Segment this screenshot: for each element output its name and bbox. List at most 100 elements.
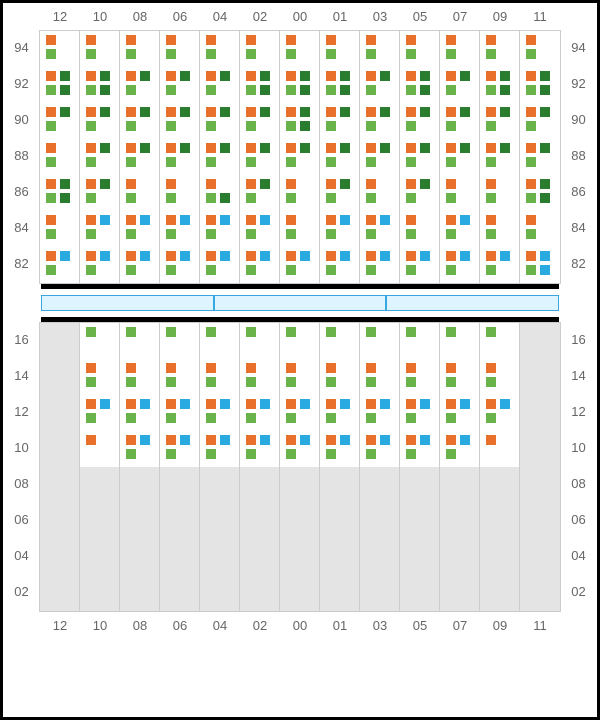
- grid-cell[interactable]: [80, 323, 120, 359]
- grid-cell[interactable]: [240, 503, 280, 539]
- grid-cell[interactable]: [480, 503, 520, 539]
- grid-cell[interactable]: [120, 103, 160, 139]
- grid-cell[interactable]: [440, 323, 480, 359]
- grid-cell[interactable]: [280, 31, 320, 67]
- grid-cell[interactable]: [200, 139, 240, 175]
- grid-cell[interactable]: [160, 139, 200, 175]
- grid-cell[interactable]: [480, 247, 520, 283]
- grid-cell[interactable]: [40, 31, 80, 67]
- grid-cell[interactable]: [360, 67, 400, 103]
- grid-cell[interactable]: [440, 503, 480, 539]
- grid-cell[interactable]: [80, 503, 120, 539]
- grid-cell[interactable]: [360, 431, 400, 467]
- grid-cell[interactable]: [480, 539, 520, 575]
- grid-cell[interactable]: [200, 31, 240, 67]
- grid-cell[interactable]: [480, 431, 520, 467]
- grid-cell[interactable]: [120, 575, 160, 611]
- grid-cell[interactable]: [280, 431, 320, 467]
- grid-cell[interactable]: [120, 211, 160, 247]
- middle-segment[interactable]: [41, 295, 214, 311]
- grid-cell[interactable]: [40, 503, 80, 539]
- grid-cell[interactable]: [80, 31, 120, 67]
- grid-cell[interactable]: [480, 31, 520, 67]
- grid-cell[interactable]: [320, 539, 360, 575]
- grid-cell[interactable]: [120, 395, 160, 431]
- grid-cell[interactable]: [80, 467, 120, 503]
- grid-cell[interactable]: [280, 139, 320, 175]
- grid-cell[interactable]: [240, 323, 280, 359]
- grid-cell[interactable]: [280, 211, 320, 247]
- grid-cell[interactable]: [480, 211, 520, 247]
- grid-cell[interactable]: [120, 139, 160, 175]
- grid-cell[interactable]: [400, 359, 440, 395]
- grid-cell[interactable]: [320, 503, 360, 539]
- grid-cell[interactable]: [40, 575, 80, 611]
- grid-cell[interactable]: [360, 323, 400, 359]
- grid-cell[interactable]: [200, 175, 240, 211]
- grid-cell[interactable]: [240, 211, 280, 247]
- grid-cell[interactable]: [160, 175, 200, 211]
- grid-cell[interactable]: [360, 503, 400, 539]
- grid-cell[interactable]: [80, 67, 120, 103]
- grid-cell[interactable]: [200, 103, 240, 139]
- grid-cell[interactable]: [120, 431, 160, 467]
- grid-cell[interactable]: [320, 467, 360, 503]
- grid-cell[interactable]: [160, 431, 200, 467]
- grid-cell[interactable]: [520, 175, 560, 211]
- grid-cell[interactable]: [360, 139, 400, 175]
- grid-cell[interactable]: [80, 575, 120, 611]
- grid-cell[interactable]: [240, 467, 280, 503]
- grid-cell[interactable]: [400, 31, 440, 67]
- grid-cell[interactable]: [520, 431, 560, 467]
- grid-cell[interactable]: [40, 139, 80, 175]
- grid-cell[interactable]: [280, 247, 320, 283]
- grid-cell[interactable]: [40, 467, 80, 503]
- grid-cell[interactable]: [240, 31, 280, 67]
- grid-cell[interactable]: [240, 67, 280, 103]
- grid-cell[interactable]: [320, 31, 360, 67]
- grid-cell[interactable]: [160, 503, 200, 539]
- grid-cell[interactable]: [400, 211, 440, 247]
- grid-cell[interactable]: [240, 103, 280, 139]
- grid-cell[interactable]: [400, 539, 440, 575]
- grid-cell[interactable]: [80, 211, 120, 247]
- grid-cell[interactable]: [40, 323, 80, 359]
- grid-cell[interactable]: [360, 31, 400, 67]
- grid-cell[interactable]: [240, 139, 280, 175]
- grid-cell[interactable]: [200, 359, 240, 395]
- grid-cell[interactable]: [480, 467, 520, 503]
- grid-cell[interactable]: [160, 103, 200, 139]
- grid-cell[interactable]: [320, 211, 360, 247]
- grid-cell[interactable]: [80, 175, 120, 211]
- grid-cell[interactable]: [240, 359, 280, 395]
- middle-segment[interactable]: [214, 295, 387, 311]
- grid-cell[interactable]: [240, 247, 280, 283]
- grid-cell[interactable]: [440, 175, 480, 211]
- grid-cell[interactable]: [360, 103, 400, 139]
- grid-cell[interactable]: [480, 575, 520, 611]
- grid-cell[interactable]: [280, 395, 320, 431]
- grid-cell[interactable]: [320, 575, 360, 611]
- grid-cell[interactable]: [440, 247, 480, 283]
- grid-cell[interactable]: [520, 503, 560, 539]
- grid-cell[interactable]: [80, 139, 120, 175]
- grid-cell[interactable]: [80, 395, 120, 431]
- grid-cell[interactable]: [480, 67, 520, 103]
- grid-cell[interactable]: [360, 359, 400, 395]
- grid-cell[interactable]: [40, 539, 80, 575]
- grid-cell[interactable]: [520, 395, 560, 431]
- grid-cell[interactable]: [440, 103, 480, 139]
- grid-cell[interactable]: [40, 175, 80, 211]
- grid-cell[interactable]: [160, 67, 200, 103]
- grid-cell[interactable]: [520, 539, 560, 575]
- grid-cell[interactable]: [440, 575, 480, 611]
- grid-cell[interactable]: [120, 467, 160, 503]
- grid-cell[interactable]: [200, 575, 240, 611]
- grid-cell[interactable]: [120, 67, 160, 103]
- grid-cell[interactable]: [480, 103, 520, 139]
- grid-cell[interactable]: [40, 395, 80, 431]
- grid-cell[interactable]: [400, 503, 440, 539]
- grid-cell[interactable]: [400, 431, 440, 467]
- grid-cell[interactable]: [440, 431, 480, 467]
- grid-cell[interactable]: [480, 175, 520, 211]
